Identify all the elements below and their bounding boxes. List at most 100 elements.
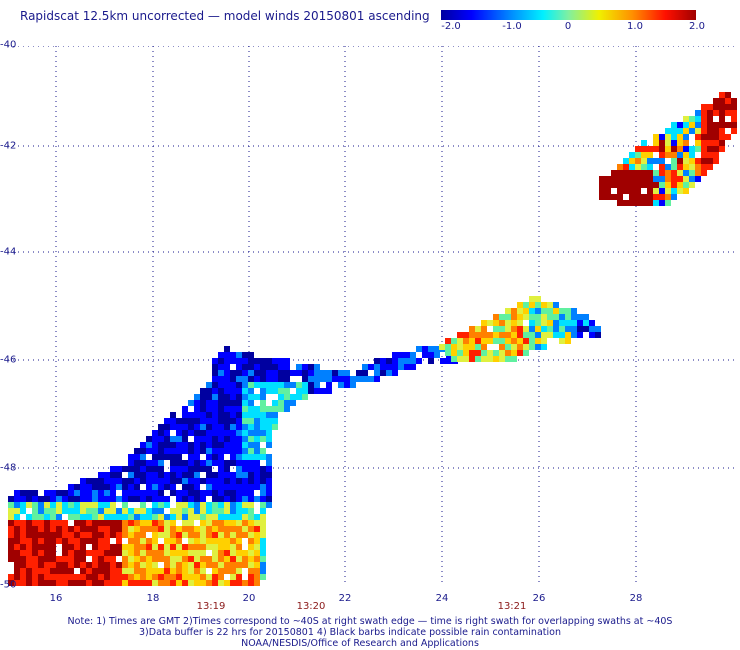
wind-cell xyxy=(683,158,689,164)
wind-cell xyxy=(86,490,92,496)
wind-cell xyxy=(242,532,248,538)
wind-cell xyxy=(326,370,332,376)
wind-cell xyxy=(529,296,535,302)
wind-cell xyxy=(200,532,206,538)
wind-cell xyxy=(20,496,26,502)
wind-cell xyxy=(272,388,278,394)
wind-cell xyxy=(290,382,296,388)
wind-cell xyxy=(200,574,206,580)
wind-cell xyxy=(224,394,230,400)
wind-cell xyxy=(176,460,182,466)
wind-cell xyxy=(719,146,725,152)
wind-cell xyxy=(80,574,86,580)
wind-cell xyxy=(236,490,242,496)
wind-cell xyxy=(242,460,248,466)
wind-cell xyxy=(224,442,230,448)
wind-cell xyxy=(188,448,194,454)
wind-cell xyxy=(110,562,116,568)
wind-cell xyxy=(44,514,50,520)
wind-cell xyxy=(200,418,206,424)
wind-cell xyxy=(589,320,595,326)
wind-cell xyxy=(128,544,134,550)
wind-cell xyxy=(410,358,416,364)
wind-cell xyxy=(170,526,176,532)
wind-cell xyxy=(38,508,44,514)
wind-cell xyxy=(230,436,236,442)
wind-cell xyxy=(110,484,116,490)
wind-cell xyxy=(206,514,212,520)
wind-cell xyxy=(611,182,617,188)
wind-cell xyxy=(98,556,104,562)
wind-cell xyxy=(158,424,164,430)
wind-cell xyxy=(641,194,647,200)
wind-cell xyxy=(635,176,641,182)
wind-cell xyxy=(248,370,254,376)
wind-cell xyxy=(128,550,134,556)
wind-cell xyxy=(26,580,32,586)
wind-cell xyxy=(230,448,236,454)
wind-cell xyxy=(68,514,74,520)
wind-cell xyxy=(26,514,32,520)
wind-cell xyxy=(158,556,164,562)
wind-cell xyxy=(647,182,653,188)
wind-cell xyxy=(218,460,224,466)
wind-cell xyxy=(242,490,248,496)
wind-cell xyxy=(170,454,176,460)
wind-cell xyxy=(86,496,92,502)
wind-cell xyxy=(212,508,218,514)
wind-cell xyxy=(86,526,92,532)
wind-cell xyxy=(98,550,104,556)
wind-cell xyxy=(641,200,647,206)
wind-cell xyxy=(647,158,653,164)
wind-cell xyxy=(116,574,122,580)
wind-cell xyxy=(32,580,38,586)
wind-cell xyxy=(683,146,689,152)
wind-cell xyxy=(122,502,128,508)
wind-cell xyxy=(260,562,266,568)
wind-cell xyxy=(695,164,701,170)
wind-cell xyxy=(50,508,56,514)
wind-cell xyxy=(200,580,206,586)
wind-cell xyxy=(92,544,98,550)
wind-cell xyxy=(635,158,641,164)
wind-cell xyxy=(146,526,152,532)
wind-cell xyxy=(188,430,194,436)
wind-cell xyxy=(469,338,475,344)
wind-cell xyxy=(176,496,182,502)
wind-cell xyxy=(128,460,134,466)
wind-cell xyxy=(224,568,230,574)
wind-cell xyxy=(517,326,523,332)
wind-cell xyxy=(457,356,463,362)
wind-cell xyxy=(236,556,242,562)
wind-cell xyxy=(194,478,200,484)
wind-cell xyxy=(224,520,230,526)
wind-cell xyxy=(224,556,230,562)
wind-cell xyxy=(8,526,14,532)
wind-cell xyxy=(707,116,713,122)
wind-cell xyxy=(254,484,260,490)
wind-cell xyxy=(68,526,74,532)
wind-cell xyxy=(302,370,308,376)
wind-cell xyxy=(475,338,481,344)
wind-cell xyxy=(236,388,242,394)
wind-cell xyxy=(242,484,248,490)
wind-cell xyxy=(260,436,266,442)
wind-cell xyxy=(493,326,499,332)
wind-cell xyxy=(683,128,689,134)
wind-cell xyxy=(92,568,98,574)
wind-cell xyxy=(56,514,62,520)
wind-cell xyxy=(116,580,122,586)
wind-cell xyxy=(110,568,116,574)
wind-cell xyxy=(188,484,194,490)
wind-cell xyxy=(248,388,254,394)
wind-cell xyxy=(92,490,98,496)
wind-cell xyxy=(194,466,200,472)
wind-cell xyxy=(176,532,182,538)
wind-cell xyxy=(677,140,683,146)
wind-cell xyxy=(62,508,68,514)
wind-cell xyxy=(224,424,230,430)
wind-cell xyxy=(158,502,164,508)
wind-cell xyxy=(80,550,86,556)
wind-cell xyxy=(176,448,182,454)
wind-cell xyxy=(182,406,188,412)
